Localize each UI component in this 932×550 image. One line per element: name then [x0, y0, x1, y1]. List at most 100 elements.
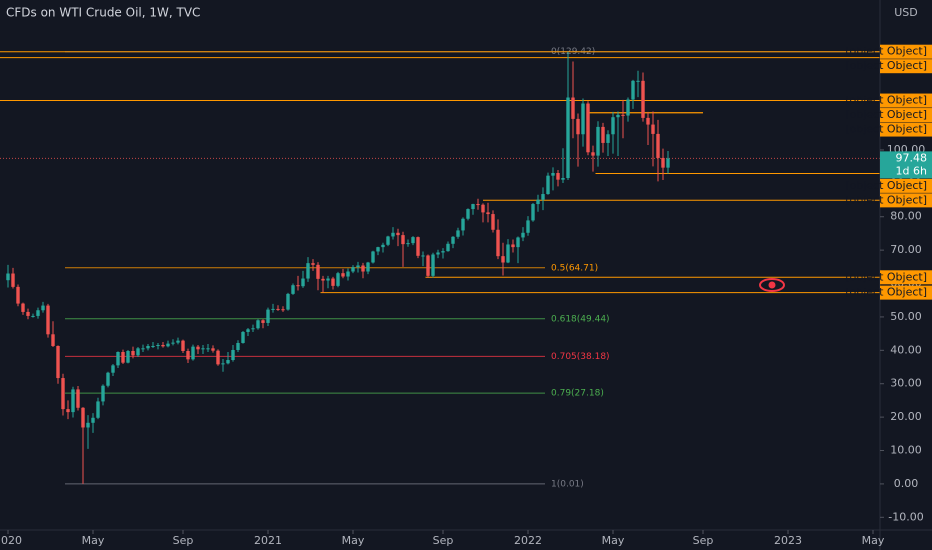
price-label: [object Object]: [845, 94, 927, 107]
price-label-box: [880, 44, 932, 59]
candle-body: [526, 220, 530, 233]
candle-body: [331, 278, 335, 286]
y-tick-label: 40.00: [890, 343, 922, 356]
candle-body: [166, 343, 170, 347]
candle-body: [446, 243, 450, 252]
candle-body: [286, 293, 290, 310]
candle-body: [656, 133, 660, 158]
candle-body: [606, 134, 610, 143]
eye-pupil: [768, 281, 776, 289]
candle-body: [181, 340, 185, 351]
candle-body: [581, 103, 585, 135]
candle-body: [76, 389, 80, 408]
y-tick-label: -10.00: [888, 510, 923, 523]
candle-body: [306, 263, 310, 279]
candle-body: [631, 80, 635, 100]
price-label: [object Object]: [845, 108, 927, 121]
eye-icon[interactable]: [759, 278, 785, 292]
fib-label: 0.705(38.18): [551, 352, 610, 362]
x-tick-label: Sep: [173, 534, 194, 547]
candle-body: [311, 263, 315, 265]
y-tick-label: 50.00: [890, 310, 922, 323]
candle-body: [81, 407, 85, 428]
price-label: [object Object]: [845, 193, 927, 206]
candle-body: [66, 409, 70, 413]
candle-body: [326, 278, 330, 281]
currency-label: USD: [894, 6, 918, 19]
candle-body: [86, 422, 90, 428]
candle-body: [231, 349, 235, 361]
eye-outline: [759, 278, 785, 292]
candle-body: [241, 331, 245, 343]
candle-body: [466, 209, 470, 219]
candle-body: [186, 350, 190, 360]
price-label-box: [880, 108, 932, 123]
fib-label: 0.79(27.18): [551, 389, 604, 399]
plot-area: 0(129.42)0.5(64.71)0.618(49.44)0.705(38.…: [0, 47, 880, 489]
candle-body: [506, 244, 510, 263]
candle-body: [61, 378, 65, 410]
price-label: [object Object]: [845, 59, 927, 72]
y-tick-label: 20.00: [890, 410, 922, 423]
candle-body: [121, 351, 125, 363]
candle-body: [271, 308, 275, 310]
candle-body: [21, 303, 25, 312]
candle-body: [536, 199, 540, 205]
candle-body: [136, 348, 140, 356]
candle-body: [116, 351, 120, 366]
x-tick-label: Sep: [693, 534, 714, 547]
candle-body: [221, 363, 225, 365]
price-label: [object Object]: [845, 286, 927, 299]
candle-body: [571, 97, 575, 119]
candle-body: [421, 255, 425, 257]
candle-body: [436, 252, 440, 255]
price-label-box: [880, 178, 932, 193]
candle-body: [131, 350, 135, 356]
price-label-box: [880, 193, 932, 208]
candle-body: [381, 244, 385, 248]
candle-body: [396, 232, 400, 236]
fib-label: 1(0.01): [551, 479, 584, 489]
candle-body: [601, 126, 605, 143]
candle-body: [371, 251, 375, 263]
candle-body: [391, 232, 395, 237]
candle-body: [346, 271, 350, 277]
x-tick-label: May: [82, 534, 105, 547]
candle-body: [261, 320, 265, 323]
candle-body: [111, 365, 115, 373]
candle-body: [486, 212, 490, 215]
candle-body: [176, 340, 180, 343]
candle-body: [441, 251, 445, 253]
candle-body: [496, 229, 500, 257]
candle-body: [416, 237, 420, 256]
candle-body: [161, 344, 165, 347]
price-label-box: [880, 59, 932, 74]
candle-body: [6, 273, 10, 281]
candle-body: [321, 278, 325, 281]
candle-body: [146, 345, 150, 349]
y-tick-label: 80.00: [890, 210, 922, 223]
candle-body: [621, 114, 625, 116]
candle-body: [481, 204, 485, 213]
candle-body: [206, 348, 210, 350]
chart-title: CFDs on WTI Crude Oil, 1W, TVC: [6, 6, 200, 20]
countdown-label: 1d 6h: [896, 164, 927, 177]
candle-body: [201, 348, 205, 350]
fib-label: 0.618(49.44): [551, 314, 610, 324]
x-tick-label: May: [342, 534, 365, 547]
candle-body: [276, 308, 280, 310]
y-tick-label: 70.00: [890, 243, 922, 256]
price-label-box: [880, 93, 932, 108]
candle-body: [661, 157, 665, 168]
candle-body: [211, 348, 215, 351]
candle-body: [626, 99, 630, 116]
candle-body: [96, 401, 100, 418]
candle-body: [591, 152, 595, 156]
candle-body: [291, 285, 295, 294]
candle-body: [26, 311, 30, 316]
price-label: [object Object]: [845, 270, 927, 283]
candle-body: [91, 417, 95, 423]
candle-body: [561, 178, 565, 180]
